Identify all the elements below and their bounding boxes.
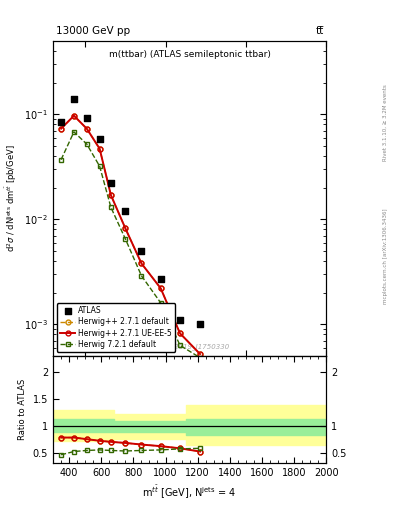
ATLAS	[177, 316, 183, 324]
Herwig++ 2.7.1 default	[198, 351, 202, 357]
Herwig 7.2.1 default	[178, 342, 182, 348]
Text: ATLAS_2019_I1750330: ATLAS_2019_I1750330	[149, 343, 230, 350]
Text: m(ttbar) (ATLAS semileptonic ttbar): m(ttbar) (ATLAS semileptonic ttbar)	[109, 50, 270, 59]
Line: Herwig++ 2.7.1 UE-EE-5: Herwig++ 2.7.1 UE-EE-5	[59, 113, 202, 356]
Herwig 7.2.1 default	[198, 355, 202, 361]
ATLAS	[84, 114, 90, 122]
Text: Rivet 3.1.10, ≥ 3.2M events: Rivet 3.1.10, ≥ 3.2M events	[383, 84, 388, 161]
ATLAS	[58, 118, 64, 126]
ATLAS	[158, 275, 164, 283]
Herwig++ 2.7.1 UE-EE-5	[198, 351, 202, 357]
Herwig++ 2.7.1 default	[108, 192, 113, 198]
Herwig 7.2.1 default	[72, 129, 76, 135]
Y-axis label: d$^2\sigma$ / dN$^{\rm jets}$ dm$^{t\bar{t}}$ [pb/GeV]: d$^2\sigma$ / dN$^{\rm jets}$ dm$^{t\bar…	[3, 144, 18, 252]
ATLAS	[108, 179, 114, 187]
Herwig 7.2.1 default	[108, 204, 113, 210]
Herwig++ 2.7.1 default	[59, 125, 63, 132]
Line: Herwig 7.2.1 default: Herwig 7.2.1 default	[59, 130, 202, 360]
ATLAS	[197, 320, 203, 328]
Herwig++ 2.7.1 default	[84, 125, 89, 132]
Herwig++ 2.7.1 UE-EE-5	[178, 330, 182, 336]
Herwig++ 2.7.1 UE-EE-5	[59, 125, 63, 132]
Legend: ATLAS, Herwig++ 2.7.1 default, Herwig++ 2.7.1 UE-EE-5, Herwig 7.2.1 default: ATLAS, Herwig++ 2.7.1 default, Herwig++ …	[57, 303, 175, 352]
Herwig++ 2.7.1 default	[123, 225, 128, 231]
Herwig++ 2.7.1 default	[139, 260, 144, 266]
Herwig 7.2.1 default	[123, 236, 128, 242]
ATLAS	[138, 247, 145, 255]
Y-axis label: Ratio to ATLAS: Ratio to ATLAS	[18, 379, 27, 440]
Herwig++ 2.7.1 default	[158, 285, 163, 291]
Herwig++ 2.7.1 UE-EE-5	[158, 285, 163, 291]
Line: Herwig++ 2.7.1 default: Herwig++ 2.7.1 default	[59, 113, 202, 356]
Herwig++ 2.7.1 UE-EE-5	[97, 146, 102, 152]
Text: 13000 GeV pp: 13000 GeV pp	[56, 26, 130, 36]
Text: mcplots.cern.ch [arXiv:1306.3436]: mcplots.cern.ch [arXiv:1306.3436]	[383, 208, 388, 304]
Herwig++ 2.7.1 UE-EE-5	[139, 260, 144, 266]
Text: tt̅: tt̅	[315, 26, 323, 36]
X-axis label: m$^{t\bar{t}}$ [GeV], N$^{\rm jets}$ = 4: m$^{t\bar{t}}$ [GeV], N$^{\rm jets}$ = 4	[142, 484, 237, 501]
Herwig 7.2.1 default	[59, 157, 63, 163]
Herwig 7.2.1 default	[97, 163, 102, 169]
Herwig 7.2.1 default	[84, 141, 89, 147]
ATLAS	[71, 95, 77, 103]
ATLAS	[97, 135, 103, 143]
Herwig++ 2.7.1 UE-EE-5	[72, 113, 76, 119]
Herwig 7.2.1 default	[158, 300, 163, 306]
Herwig 7.2.1 default	[139, 272, 144, 279]
Herwig++ 2.7.1 UE-EE-5	[108, 192, 113, 198]
Herwig++ 2.7.1 default	[178, 330, 182, 336]
Herwig++ 2.7.1 UE-EE-5	[123, 225, 128, 231]
Herwig++ 2.7.1 UE-EE-5	[84, 125, 89, 132]
Herwig++ 2.7.1 default	[72, 113, 76, 119]
ATLAS	[122, 207, 129, 215]
Herwig++ 2.7.1 default	[97, 146, 102, 152]
